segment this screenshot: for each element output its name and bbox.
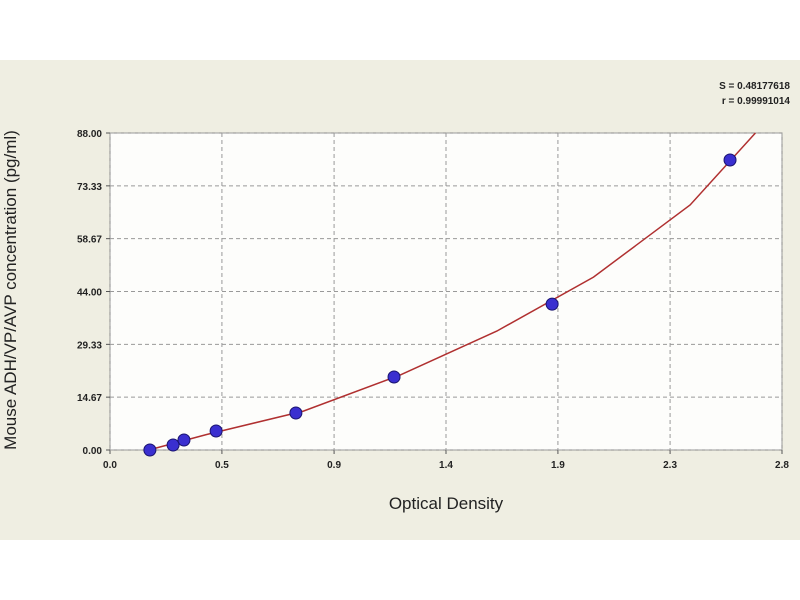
- x-tick-label: 0.5: [215, 460, 229, 471]
- y-tick-label: 88.00: [77, 129, 102, 140]
- x-axis-title: Optical Density: [389, 494, 504, 513]
- x-tick-label: 1.9: [551, 460, 565, 471]
- y-tick-label: 44.00: [77, 288, 102, 299]
- y-tick-label: 73.33: [77, 182, 102, 193]
- y-tick-label: 58.67: [77, 235, 102, 246]
- x-tick-label: 0.9: [327, 460, 341, 471]
- x-tick-label: 2.3: [663, 460, 677, 471]
- x-tick-label: 2.8: [775, 460, 789, 471]
- data-point: [209, 424, 223, 438]
- y-tick-label: 14.67: [77, 393, 102, 404]
- data-point: [723, 153, 737, 167]
- data-point: [177, 433, 191, 447]
- y-tick-label: 0.00: [83, 446, 103, 457]
- data-point: [545, 297, 559, 311]
- x-tick-label: 0.0: [103, 460, 117, 471]
- data-point: [143, 443, 157, 457]
- y-tick-label: 29.33: [77, 340, 102, 351]
- x-tick-label: 1.4: [439, 460, 453, 471]
- data-point: [387, 370, 401, 384]
- data-point: [166, 438, 180, 452]
- fit-curve: [148, 132, 756, 451]
- annotation: r = 0.99991014: [722, 96, 791, 107]
- annotation: S = 0.48177618: [719, 81, 790, 92]
- data-point: [289, 406, 303, 420]
- y-axis-title: Mouse ADH/VP/AVP concentration (pg/ml): [1, 130, 20, 450]
